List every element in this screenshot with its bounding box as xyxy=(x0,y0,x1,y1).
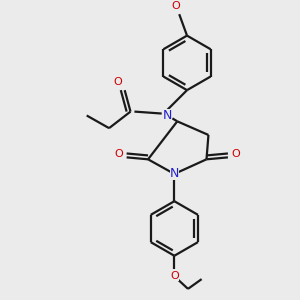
Text: N: N xyxy=(163,109,172,122)
Text: N: N xyxy=(170,167,179,180)
Text: O: O xyxy=(231,149,240,159)
Text: O: O xyxy=(171,2,180,11)
Text: O: O xyxy=(170,271,179,281)
Text: O: O xyxy=(113,77,122,87)
Text: O: O xyxy=(115,149,123,159)
